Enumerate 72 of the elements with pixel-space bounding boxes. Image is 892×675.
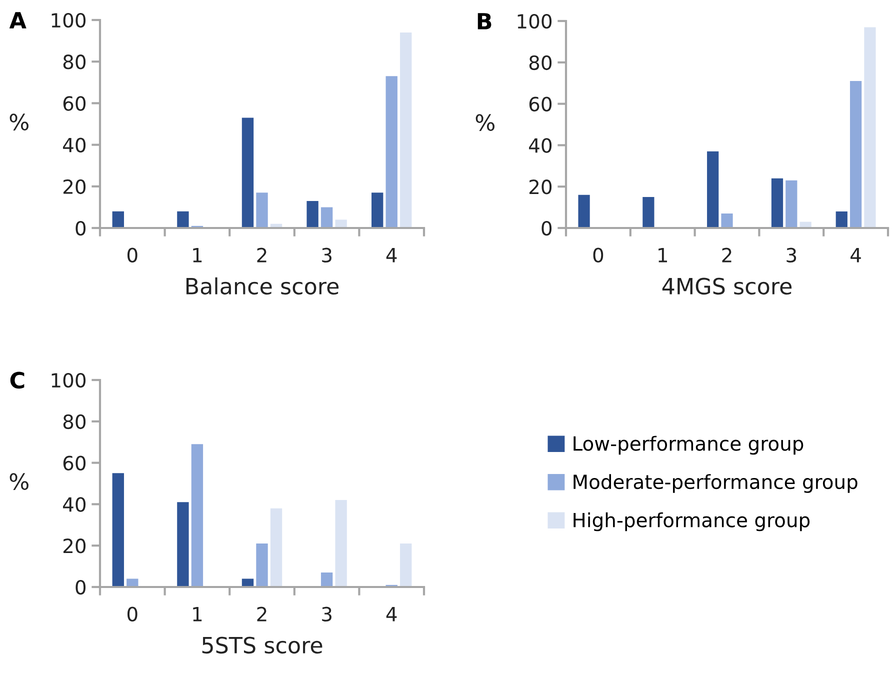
bar [642, 196, 654, 228]
y-tick-label: 100 [52, 372, 86, 388]
bar [771, 178, 784, 228]
x-tick-label: 0 [127, 248, 138, 262]
legend-label: Low-performance group [574, 436, 804, 455]
bar [786, 180, 798, 228]
x-tick-label: 2 [257, 248, 266, 262]
bar [400, 32, 412, 228]
legend-label: High-performance group [574, 512, 810, 532]
x-tick-label: 3 [786, 248, 796, 262]
y-tick-label: 100 [518, 14, 552, 29]
y-axis-title: % [10, 114, 28, 130]
y-tick-label: 20 [529, 180, 552, 194]
x-axis-title: Balance score [186, 277, 339, 295]
x-axis-title: 5STS score [202, 636, 322, 654]
legend-label: Moderate-performance group [574, 474, 858, 493]
bar [864, 27, 876, 228]
y-axis-title: % [10, 473, 28, 490]
bar [335, 220, 347, 228]
bar [177, 211, 189, 228]
y-tick-label: 20 [63, 179, 86, 194]
bar [177, 502, 189, 587]
x-tick-label: 3 [322, 248, 332, 262]
bar [112, 211, 124, 228]
bar [256, 192, 268, 228]
y-tick-label: 60 [529, 96, 552, 112]
x-tick-label: 2 [257, 606, 266, 622]
bar [850, 81, 862, 228]
bar [578, 194, 590, 228]
y-tick-label: 40 [63, 497, 86, 512]
y-tick-label: 0 [76, 220, 86, 236]
y-tick-label: 40 [63, 138, 86, 152]
x-tick-label: 4 [386, 607, 397, 622]
y-tick-label: 0 [76, 580, 86, 595]
y-tick-label: 20 [63, 538, 86, 554]
bar [306, 200, 318, 228]
x-tick-label: 1 [193, 607, 202, 622]
bar [400, 544, 412, 587]
x-tick-label: 1 [193, 248, 202, 262]
y-tick-label: 80 [529, 55, 552, 70]
x-tick-label: 2 [722, 248, 732, 262]
bar [270, 508, 282, 587]
bar [256, 544, 268, 587]
x-tick-label: 0 [127, 606, 138, 622]
x-tick-label: 4 [386, 248, 397, 262]
bar [242, 118, 254, 228]
bar [707, 151, 719, 228]
y-tick-label: 60 [63, 456, 86, 470]
x-axis-title: 4MGS score [662, 278, 792, 295]
bar [836, 211, 848, 228]
x-tick-label: 1 [658, 248, 667, 262]
bar [191, 444, 204, 587]
bar [320, 572, 333, 587]
x-tick-label: 0 [593, 248, 604, 262]
bar [112, 473, 124, 587]
y-axis-title: % [476, 114, 494, 131]
y-tick-label: 60 [63, 96, 86, 111]
y-tick-label: 80 [63, 54, 86, 70]
chart-title: A [9, 12, 26, 28]
y-tick-label: 100 [52, 12, 86, 28]
chart-title: B [478, 13, 492, 30]
x-tick-label: 3 [322, 606, 332, 622]
bar [386, 76, 398, 228]
x-tick-label: 4 [850, 248, 861, 262]
y-tick-label: 80 [63, 414, 86, 430]
bar [372, 192, 384, 228]
bar [320, 207, 333, 228]
chart-title: C [10, 372, 24, 389]
y-tick-label: 40 [529, 138, 552, 153]
y-tick-label: 0 [542, 220, 552, 236]
bar [721, 214, 733, 228]
bar [335, 500, 347, 587]
